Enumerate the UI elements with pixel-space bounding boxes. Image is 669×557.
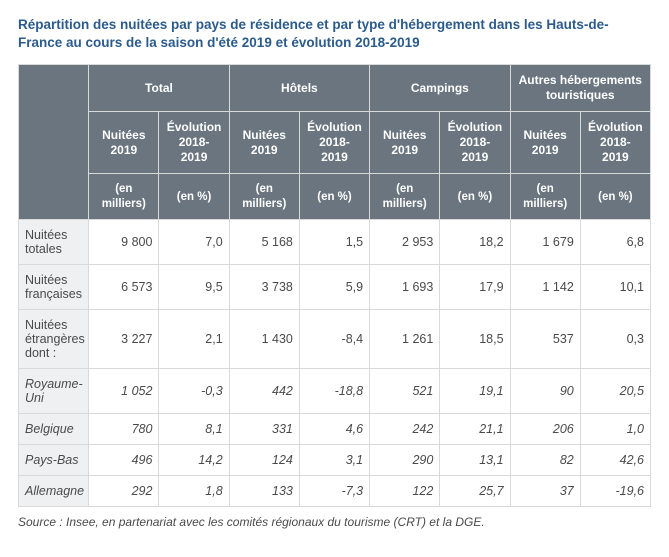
- group-header: Campings: [370, 65, 510, 112]
- table-title: Répartition des nuitées par pays de rési…: [18, 16, 651, 52]
- group-header: Hôtels: [229, 65, 369, 112]
- col-header: Nuitées 2019: [89, 112, 159, 174]
- table-row: Belgique7808,13314,624221,12061,0: [19, 414, 651, 445]
- data-cell: 1 142: [510, 265, 580, 310]
- data-cell: 3,1: [299, 445, 369, 476]
- data-cell: 20,5: [580, 369, 650, 414]
- row-label: Pays-Bas: [19, 445, 89, 476]
- data-cell: 17,9: [440, 265, 510, 310]
- unit-header: (en %): [159, 174, 229, 220]
- data-cell: 124: [229, 445, 299, 476]
- data-cell: 10,1: [580, 265, 650, 310]
- data-cell: 9,5: [159, 265, 229, 310]
- data-cell: 18,2: [440, 220, 510, 265]
- col-header: Évolution 2018-2019: [440, 112, 510, 174]
- data-cell: 780: [89, 414, 159, 445]
- data-cell: 6,8: [580, 220, 650, 265]
- col-header: Nuitées 2019: [510, 112, 580, 174]
- data-cell: 4,6: [299, 414, 369, 445]
- table-row: Royaume-Uni1 052-0,3442-18,852119,19020,…: [19, 369, 651, 414]
- data-cell: 14,2: [159, 445, 229, 476]
- data-cell: 206: [510, 414, 580, 445]
- group-header: Autres hébergements touristiques: [510, 65, 650, 112]
- data-cell: 521: [370, 369, 440, 414]
- table-row: Nuitées totales9 8007,05 1681,52 95318,2…: [19, 220, 651, 265]
- unit-header: (en milliers): [510, 174, 580, 220]
- data-cell: 133: [229, 476, 299, 507]
- row-label: Nuitées françaises: [19, 265, 89, 310]
- data-cell: 1 052: [89, 369, 159, 414]
- data-cell: 1,5: [299, 220, 369, 265]
- unit-header: (en milliers): [229, 174, 299, 220]
- data-cell: 0,3: [580, 310, 650, 369]
- unit-header: (en milliers): [89, 174, 159, 220]
- table-row: Pays-Bas49614,21243,129013,18242,6: [19, 445, 651, 476]
- data-cell: 1,8: [159, 476, 229, 507]
- data-cell: -19,6: [580, 476, 650, 507]
- data-cell: 82: [510, 445, 580, 476]
- data-cell: 1 679: [510, 220, 580, 265]
- unit-header: (en %): [580, 174, 650, 220]
- data-cell: 122: [370, 476, 440, 507]
- unit-header: (en %): [440, 174, 510, 220]
- data-cell: 13,1: [440, 445, 510, 476]
- table-row: Allemagne2921,8133-7,312225,737-19,6: [19, 476, 651, 507]
- data-cell: 90: [510, 369, 580, 414]
- data-cell: 18,5: [440, 310, 510, 369]
- data-cell: 537: [510, 310, 580, 369]
- data-cell: 19,1: [440, 369, 510, 414]
- data-cell: 6 573: [89, 265, 159, 310]
- data-cell: 5,9: [299, 265, 369, 310]
- unit-header: (en milliers): [370, 174, 440, 220]
- col-header: Nuitées 2019: [229, 112, 299, 174]
- row-label: Allemagne: [19, 476, 89, 507]
- data-cell: 8,1: [159, 414, 229, 445]
- data-cell: -7,3: [299, 476, 369, 507]
- data-cell: 21,1: [440, 414, 510, 445]
- data-cell: 2 953: [370, 220, 440, 265]
- data-cell: 37: [510, 476, 580, 507]
- data-cell: 5 168: [229, 220, 299, 265]
- data-cell: 42,6: [580, 445, 650, 476]
- data-cell: 7,0: [159, 220, 229, 265]
- data-cell: -8,4: [299, 310, 369, 369]
- row-label: Belgique: [19, 414, 89, 445]
- data-table: Total Hôtels Campings Autres hébergement…: [18, 64, 651, 507]
- data-cell: 292: [89, 476, 159, 507]
- table-row: Nuitées étrangères dont :3 2272,11 430-8…: [19, 310, 651, 369]
- row-label: Nuitées étrangères dont :: [19, 310, 89, 369]
- data-cell: 331: [229, 414, 299, 445]
- data-cell: 2,1: [159, 310, 229, 369]
- data-cell: 242: [370, 414, 440, 445]
- data-cell: 3 738: [229, 265, 299, 310]
- data-cell: 1 261: [370, 310, 440, 369]
- data-cell: 1,0: [580, 414, 650, 445]
- data-cell: 1 693: [370, 265, 440, 310]
- row-label: Royaume-Uni: [19, 369, 89, 414]
- table-head: Total Hôtels Campings Autres hébergement…: [19, 65, 651, 220]
- data-cell: 1 430: [229, 310, 299, 369]
- data-cell: 442: [229, 369, 299, 414]
- col-header: Nuitées 2019: [370, 112, 440, 174]
- data-cell: 290: [370, 445, 440, 476]
- data-cell: -0,3: [159, 369, 229, 414]
- data-cell: -18,8: [299, 369, 369, 414]
- data-cell: 3 227: [89, 310, 159, 369]
- unit-header: (en %): [299, 174, 369, 220]
- table-row: Nuitées françaises6 5739,53 7385,91 6931…: [19, 265, 651, 310]
- data-cell: 9 800: [89, 220, 159, 265]
- col-header: Évolution 2018-2019: [299, 112, 369, 174]
- table-body: Nuitées totales9 8007,05 1681,52 95318,2…: [19, 220, 651, 507]
- col-header: Évolution 2018-2019: [580, 112, 650, 174]
- data-cell: 496: [89, 445, 159, 476]
- data-cell: 25,7: [440, 476, 510, 507]
- col-header: Évolution 2018-2019: [159, 112, 229, 174]
- group-header: Total: [89, 65, 229, 112]
- source-note: Source : Insee, en partenariat avec les …: [18, 515, 651, 529]
- corner-cell: [19, 65, 89, 220]
- row-label: Nuitées totales: [19, 220, 89, 265]
